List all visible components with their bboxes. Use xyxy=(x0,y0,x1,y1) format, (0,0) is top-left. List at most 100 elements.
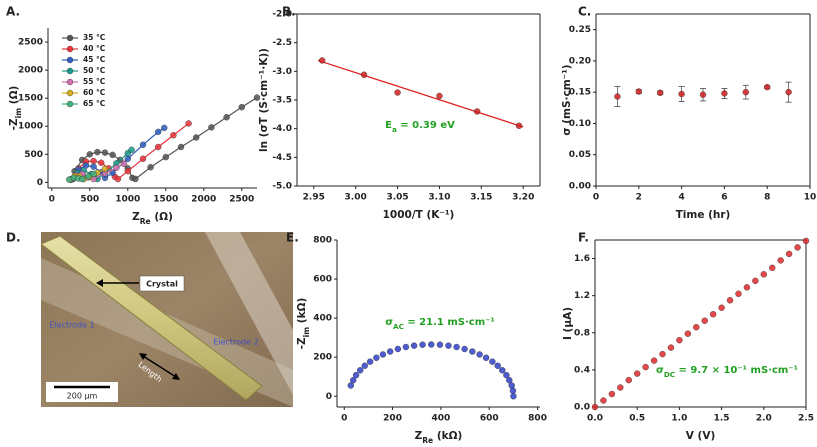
data-point xyxy=(701,317,708,324)
photo-label: Electrode 2 xyxy=(213,338,258,347)
data-point xyxy=(402,343,410,351)
data-point xyxy=(473,108,481,115)
annotation: Ea = 0.39 eV xyxy=(385,120,455,134)
data-point xyxy=(469,348,476,355)
data-point xyxy=(78,175,86,183)
data-point xyxy=(177,143,185,151)
data-point xyxy=(515,122,523,130)
y-tick-label: -4.0 xyxy=(272,124,292,134)
text-part: im xyxy=(302,327,311,338)
y-tick-label: -3.0 xyxy=(272,67,292,77)
data-point xyxy=(109,151,116,159)
electrode-2 xyxy=(205,232,293,395)
data-point xyxy=(357,367,364,374)
data-point xyxy=(634,370,641,377)
x-tick-label: 3.20 xyxy=(512,193,534,203)
y-tick-label: 0.05 xyxy=(569,150,591,160)
y-tick-label: -2.0 xyxy=(272,10,292,20)
arrow-head xyxy=(139,353,147,360)
y-tick-label: 0.10 xyxy=(569,119,591,129)
legend-marker xyxy=(66,89,74,97)
y-axis-label: I (µA) xyxy=(562,307,574,340)
y-tick-label: -3.5 xyxy=(272,96,292,106)
x-tick-label: 6 xyxy=(721,193,727,203)
data-point xyxy=(94,148,101,156)
legend-label: 60 °C xyxy=(83,88,106,97)
data-point xyxy=(318,57,326,64)
x-tick-label: 3.00 xyxy=(345,193,367,203)
x-tick-label: 2.0 xyxy=(756,414,772,424)
panel-label: E. xyxy=(286,231,299,245)
data-point xyxy=(735,290,742,298)
text-part: σ xyxy=(385,317,393,328)
data-point xyxy=(373,354,380,361)
data-point xyxy=(154,143,162,151)
x-tick-label: 600 xyxy=(480,414,499,424)
y-tick-label: 0.4 xyxy=(574,365,590,375)
y-tick-label: -5.0 xyxy=(272,182,292,192)
text-part: DC xyxy=(664,370,675,379)
y-axis-label: -Zim (Ω) xyxy=(8,86,23,131)
legend-label: 55 °C xyxy=(83,77,106,86)
legend-marker xyxy=(66,56,74,64)
data-point xyxy=(684,330,692,337)
text-part: Z xyxy=(132,211,140,223)
x-axis-label: ZRe (Ω) xyxy=(132,211,173,226)
data-point xyxy=(625,376,632,384)
data-point xyxy=(139,155,147,163)
y-tick-label: 0.25 xyxy=(569,25,591,35)
data-point xyxy=(506,377,513,384)
data-point xyxy=(352,371,360,379)
x-tick-label: 200 xyxy=(383,414,402,424)
y-tick-label: 0.00 xyxy=(569,182,591,192)
data-point xyxy=(147,164,154,171)
data-point xyxy=(709,311,717,318)
data-point xyxy=(154,128,162,136)
data-point xyxy=(509,387,517,394)
x-tick-label: 800 xyxy=(528,414,547,424)
data-point xyxy=(208,124,215,131)
data-point xyxy=(489,358,496,365)
y-tick-label: 1500 xyxy=(18,94,43,104)
data-point xyxy=(139,141,147,148)
data-point xyxy=(428,341,435,348)
data-point xyxy=(650,357,658,364)
x-tick-label: 2.5 xyxy=(798,414,814,424)
data-point xyxy=(162,153,170,161)
text-part: (kΩ) xyxy=(433,430,462,442)
data-point xyxy=(361,362,368,369)
annotation: σDC = 9.7 × 10⁻¹ mS·cm⁻¹ xyxy=(656,365,798,379)
data-point xyxy=(386,348,394,355)
data-point xyxy=(114,175,122,183)
data-point xyxy=(742,88,749,96)
y-tick-label: 0.8 xyxy=(574,328,590,338)
legend-label: 40 °C xyxy=(83,44,106,53)
legend-marker xyxy=(66,100,74,108)
text-part: Re xyxy=(140,217,151,226)
data-point xyxy=(726,297,734,304)
data-point xyxy=(614,93,621,100)
data-point xyxy=(617,384,624,391)
x-tick-label: 0 xyxy=(49,195,55,205)
y-tick-label: 200 xyxy=(313,353,332,363)
data-point xyxy=(101,165,109,173)
data-point xyxy=(120,160,128,168)
panel-label: A. xyxy=(6,5,20,19)
legend-label: 65 °C xyxy=(83,99,106,108)
data-point xyxy=(482,354,490,361)
y-tick-label: 1000 xyxy=(18,122,43,132)
data-point xyxy=(360,71,368,78)
x-tick-label: 4 xyxy=(678,193,684,203)
x-tick-label: 10 xyxy=(804,193,817,203)
data-point xyxy=(764,83,771,91)
panel-label: D. xyxy=(6,231,21,245)
y-tick-label: 0.20 xyxy=(569,56,591,66)
data-point xyxy=(785,88,792,96)
data-point xyxy=(718,304,725,311)
panel-label: B. xyxy=(282,5,296,19)
text-part: E xyxy=(385,120,392,131)
data-point xyxy=(113,164,120,171)
x-axis-label: ZRe (kΩ) xyxy=(415,430,463,445)
data-point xyxy=(794,244,801,251)
